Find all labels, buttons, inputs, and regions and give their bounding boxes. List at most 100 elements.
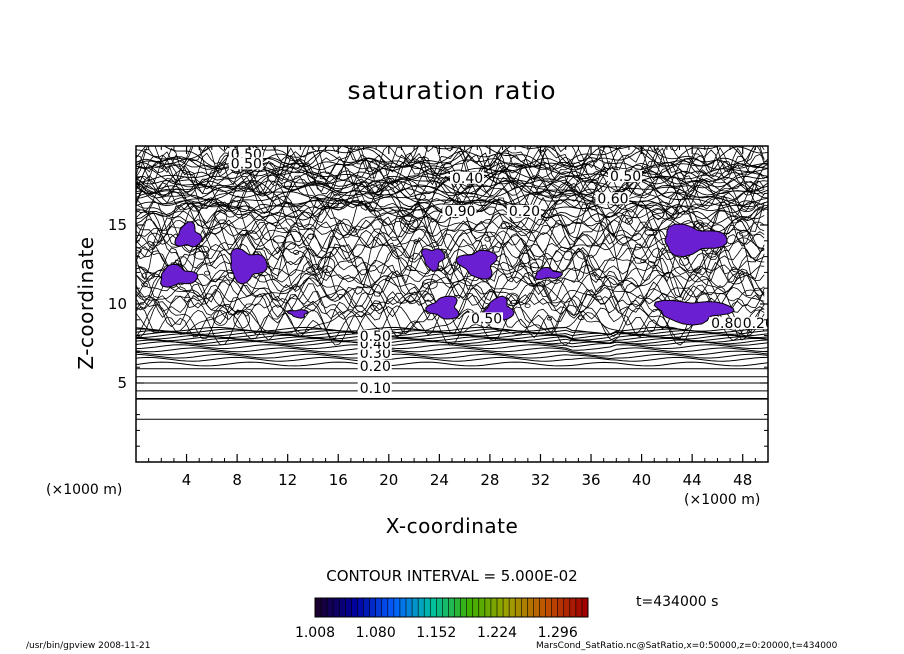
contour-cell — [518, 263, 525, 268]
colorbar-swatch — [551, 598, 558, 617]
x-tick-label: 32 — [531, 471, 550, 489]
contour-cell — [547, 317, 553, 321]
contour-label: 0.30 — [360, 346, 391, 362]
colorbar-swatch — [387, 598, 395, 617]
contour-cell — [591, 272, 597, 277]
supersaturated-region — [534, 266, 563, 280]
contour-line — [136, 258, 765, 303]
contour-cell — [413, 239, 419, 245]
contour-label: 0.90 — [444, 204, 475, 220]
contour-cell — [233, 310, 250, 329]
contour-line — [136, 270, 765, 299]
colorbar-swatch — [442, 598, 449, 617]
colorbar-swatch — [375, 598, 383, 617]
contour-line — [136, 356, 768, 362]
x-unit-label: (×1000 m) — [684, 492, 761, 508]
contour-line — [136, 178, 765, 224]
contour-cell — [530, 262, 540, 272]
contour-line — [136, 207, 765, 232]
contour-cell — [282, 241, 296, 250]
contour-label-bg — [357, 359, 392, 372]
colorbar: 1.008 1.080 1.152 1.224 1.296 — [295, 597, 589, 641]
contour-cell — [141, 282, 148, 288]
colorbar-swatch — [503, 598, 510, 617]
colorbar-swatch — [497, 598, 504, 617]
x-tick-label: 40 — [632, 471, 651, 489]
colorbar-swatch — [581, 598, 589, 617]
contour-cell — [384, 277, 390, 282]
contour-label-bg — [506, 204, 541, 217]
colorbar-swatch — [406, 598, 413, 617]
colorbar-swatch — [448, 598, 455, 617]
y-unit-label: (×1000 m) — [46, 482, 123, 498]
colorbar-tick-label: 1.224 — [477, 625, 517, 641]
contour-cell — [283, 181, 293, 189]
contour-label: 0.20 — [360, 359, 391, 375]
colorbar-swatch — [569, 598, 577, 617]
y-axis: 5 10 15 — [108, 161, 768, 447]
contour-label: 0.40 — [452, 171, 483, 187]
supersaturated-region — [159, 263, 199, 288]
colorbar-swatch — [369, 598, 376, 617]
contour-cell — [743, 190, 752, 196]
x-tick-label: 8 — [232, 471, 242, 489]
colorbar-swatch — [515, 598, 522, 617]
contour-label-bg — [450, 171, 484, 184]
supersaturated-region — [425, 295, 460, 320]
colorbar-tick-label: 1.296 — [538, 625, 578, 641]
contour-line — [136, 184, 768, 199]
contour-label-bg — [357, 329, 392, 342]
supersaturated-region — [664, 223, 728, 258]
colorbar-swatch — [575, 598, 583, 617]
contour-line — [136, 216, 765, 255]
y-axis-label: Z-coordinate — [74, 236, 98, 370]
contour-cell — [204, 270, 211, 276]
contour-cell — [625, 217, 633, 225]
colorbar-swatch — [484, 598, 492, 617]
contour-cell — [370, 302, 383, 311]
contour-label: 0.50 — [360, 329, 391, 345]
contour-cell — [351, 227, 358, 233]
contour-cell — [421, 278, 438, 290]
colorbar-swatch — [454, 598, 461, 617]
x-tick-label: 36 — [581, 471, 600, 489]
contour-cell — [305, 266, 316, 273]
colorbar-swatch — [357, 598, 364, 617]
contour-cell — [528, 258, 545, 269]
x-tick-label: 48 — [733, 471, 752, 489]
contour-line — [136, 191, 768, 206]
colorbar-swatch — [430, 598, 437, 617]
colorbar-swatch — [393, 598, 401, 617]
colorbar-swatch — [339, 598, 346, 617]
contour-cell — [193, 251, 209, 260]
supersaturated-region — [653, 299, 735, 326]
contour-cell — [319, 176, 325, 180]
contour-cell — [640, 259, 647, 264]
contour-cell — [505, 292, 520, 307]
contour-line — [136, 282, 765, 309]
contour-line — [136, 350, 768, 357]
contour-line — [136, 329, 768, 337]
x-tick-label: 16 — [329, 471, 348, 489]
contour-line — [136, 180, 768, 197]
footer-left: /usr/bin/gpview 2008-11-21 — [26, 641, 151, 651]
supersaturated-region — [455, 249, 498, 280]
supersaturated-region — [286, 309, 309, 319]
contour-labels: 0.100.200.300.400.500.500.500.40 0.500.60… — [228, 147, 768, 397]
contour-line — [136, 308, 765, 346]
colorbar-swatch — [490, 598, 498, 617]
colorbar-swatch — [333, 598, 340, 617]
contour-label-bg — [595, 192, 630, 205]
contour-lines — [136, 146, 768, 420]
contour-cell — [519, 252, 531, 265]
contour-label: 0.50 — [231, 157, 262, 173]
supersaturated-region — [230, 247, 268, 285]
contour-cell — [727, 268, 745, 285]
contour-cell — [422, 293, 435, 302]
colorbar-swatch — [563, 598, 571, 617]
contour-line — [136, 229, 765, 272]
colorbar-swatch — [315, 598, 322, 617]
contour-label: 0.20 — [509, 204, 540, 220]
contour-cell — [317, 256, 336, 273]
